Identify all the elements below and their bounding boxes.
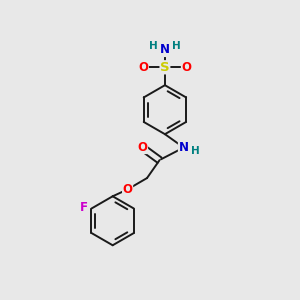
Text: N: N [178, 141, 188, 154]
Text: O: O [137, 140, 148, 154]
Text: F: F [80, 200, 88, 214]
Text: O: O [182, 61, 191, 74]
Text: H: H [191, 146, 200, 156]
Text: O: O [138, 61, 148, 74]
Text: H: H [172, 41, 181, 51]
Text: S: S [160, 61, 170, 74]
Text: H: H [149, 41, 158, 51]
Text: N: N [160, 44, 170, 56]
Text: O: O [123, 183, 133, 196]
